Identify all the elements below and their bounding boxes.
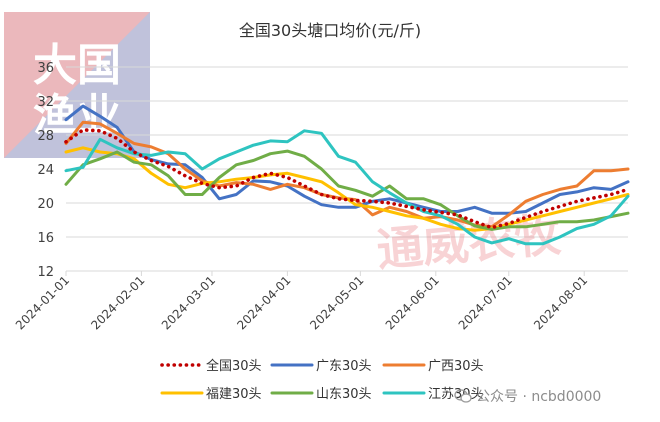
svg-text:大国: 大国: [33, 40, 121, 91]
y-tick-label: 36: [37, 61, 54, 76]
legend-label: 广东30头: [316, 359, 372, 374]
y-tick-label: 32: [37, 95, 54, 110]
y-tick-label: 24: [37, 163, 54, 178]
y-tick-label: 20: [37, 197, 54, 212]
wechat-icon: [454, 389, 472, 403]
legend-label: 全国30头: [206, 358, 262, 374]
x-tick-label: 2024-02-01: [88, 273, 147, 332]
series-line: [64, 104, 630, 215]
x-tick-label: 2024-04-01: [234, 273, 293, 332]
footer-source: 公众号 · ncbd0000: [454, 386, 601, 406]
y-tick-label: 28: [37, 129, 54, 144]
x-tick-label: 2024-06-01: [383, 273, 442, 332]
legend-label: 福建30头: [206, 387, 262, 402]
series-line: [64, 129, 630, 246]
y-tick-label: 12: [37, 265, 54, 280]
x-tick-label: 2024-07-01: [456, 273, 515, 332]
legend-label: 山东30头: [316, 387, 372, 402]
legend-label: 广西30头: [428, 359, 484, 374]
x-tick-label: 2024-05-01: [307, 273, 366, 332]
x-tick-label: 2024-03-01: [159, 273, 218, 332]
series-line: [64, 149, 630, 231]
y-tick-label: 16: [37, 231, 54, 246]
x-tick-label: 2024-01-01: [13, 273, 72, 332]
footer-text: 公众号 · ncbd0000: [476, 389, 602, 405]
series-line: [64, 128, 630, 230]
chart-title: 全国30头塘口均价(元/斤): [239, 21, 421, 40]
x-tick-label: 2024-08-01: [531, 273, 590, 332]
